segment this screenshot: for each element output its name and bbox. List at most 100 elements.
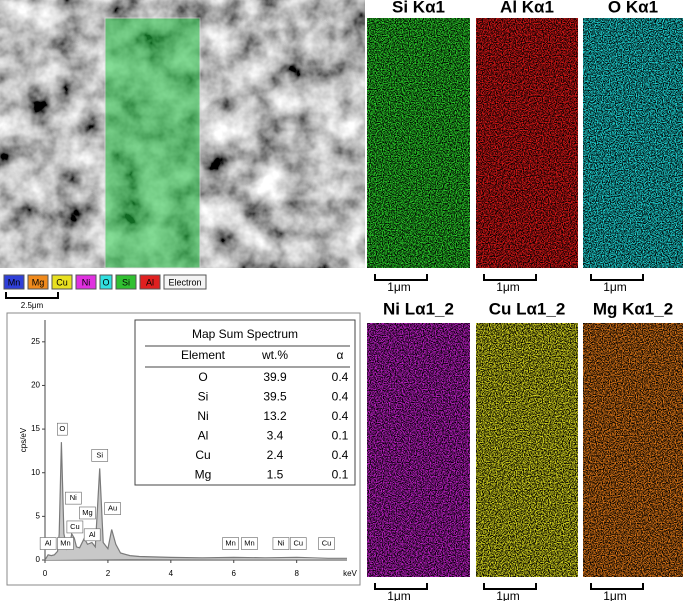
y-axis-label: cps/eV [19,427,28,452]
scale-label: 2.5μm [21,301,44,310]
legend-label: Mn [8,277,21,287]
scale-bar [374,583,428,590]
legend-chip [51,274,73,290]
map-noise [583,18,683,268]
x-tick-label: 0 [43,569,48,578]
map-title: Si Kα1 [392,0,445,16]
x-tick-label: 2 [106,569,111,578]
peak-label-box [222,537,239,550]
scale-bar [483,583,537,590]
table-header: Element [181,348,226,362]
scale-bar [590,583,644,590]
map-noise [367,18,470,268]
legend-label: Ni [82,277,91,287]
scale-label: 1μm [496,589,520,601]
y-tick-label: 5 [36,511,41,520]
scale-label: 1μm [603,280,627,294]
peak-label: Mn [244,539,254,548]
peak-label-box [289,537,307,550]
table-cell: 0.4 [332,370,349,384]
table-cell: 0.4 [332,409,349,423]
legend-chip [139,274,161,290]
legend-label: Electron [168,277,201,287]
y-tick-label: 0 [36,555,41,564]
peak-label-box [91,449,109,462]
table-cell: 1.5 [267,468,284,482]
peak-label-box [57,422,68,436]
table-cell: O [198,370,207,384]
table-cell: 0.4 [332,448,349,462]
peak-label: Si [96,450,103,459]
scale-bar [590,274,644,281]
table-cell: 3.4 [267,429,284,443]
legend-label: O [102,277,109,287]
map-title: Ni Lα1_2 [383,299,454,318]
table-title: Map Sum Spectrum [192,327,298,341]
peak-label-box [79,506,96,520]
table-cell: 0.1 [332,468,349,482]
map-title: O Kα1 [608,0,658,16]
table-cell: Ni [197,409,208,423]
table-cell: 39.9 [263,370,287,384]
peak-label-box [66,520,84,534]
map-noise [367,323,470,577]
map-title: Cu Lα1_2 [489,299,566,318]
map-title: Mg Kα1_2 [593,299,673,318]
peak-label: Cu [70,522,80,531]
peak-label: Au [108,504,117,513]
x-axis-label: keV [343,569,357,578]
peak-label-box [39,537,57,550]
y-tick-label: 15 [31,424,40,433]
peak-label-box [104,502,121,515]
spectrum [44,442,347,561]
peak-label: Mn [225,539,235,548]
map-overlay [104,17,201,269]
legend-chip [99,274,113,290]
legend-label: Mg [32,277,45,287]
peak-label-box [241,537,258,550]
peak-label: Ni [70,493,77,502]
x-tick-label: 8 [294,569,299,578]
legend-chip [75,274,97,290]
x-tick-label: 4 [169,569,174,578]
peak-label: Ni [277,539,284,548]
table-cell: Si [198,390,209,404]
y-tick-label: 20 [31,381,40,390]
peak-label-box [83,528,101,542]
peak-label-box [318,537,335,550]
table-header: α [337,348,344,362]
map-noise [583,323,683,577]
scale-bar [5,292,59,299]
peak-label-box [65,491,82,505]
peak-label: Mg [82,508,92,517]
legend-chip [3,274,25,290]
table-cell: Al [198,429,209,443]
peak-label: O [59,424,65,433]
legend-label: Al [146,277,154,287]
table-cell: 2.4 [267,448,284,462]
peak-label-box [272,537,290,550]
scale-bar [374,274,428,281]
legend-chip [163,274,207,290]
peak-label: Al [45,539,52,548]
table-header: wt.% [261,348,288,362]
legend-label: Si [122,277,130,287]
map-noise [476,18,578,268]
y-tick-label: 10 [31,468,40,477]
table-cell: 39.5 [263,390,287,404]
table-cell: 13.2 [263,409,287,423]
scale-label: 1μm [496,280,520,294]
scale-label: 1μm [387,280,411,294]
map-title: Al Kα1 [500,0,554,16]
table-frame [134,319,356,486]
peak-label: Al [89,530,96,539]
table-cell: Cu [195,448,210,462]
scale-bar [483,274,537,281]
y-tick-label: 25 [31,337,40,346]
scale-label: 1μm [387,589,411,601]
peak-label: Mn [60,539,70,548]
peak-label: Cu [293,539,303,548]
peak-label-box [57,537,74,550]
x-tick-label: 6 [232,569,237,578]
table-cell: 0.1 [332,429,349,443]
